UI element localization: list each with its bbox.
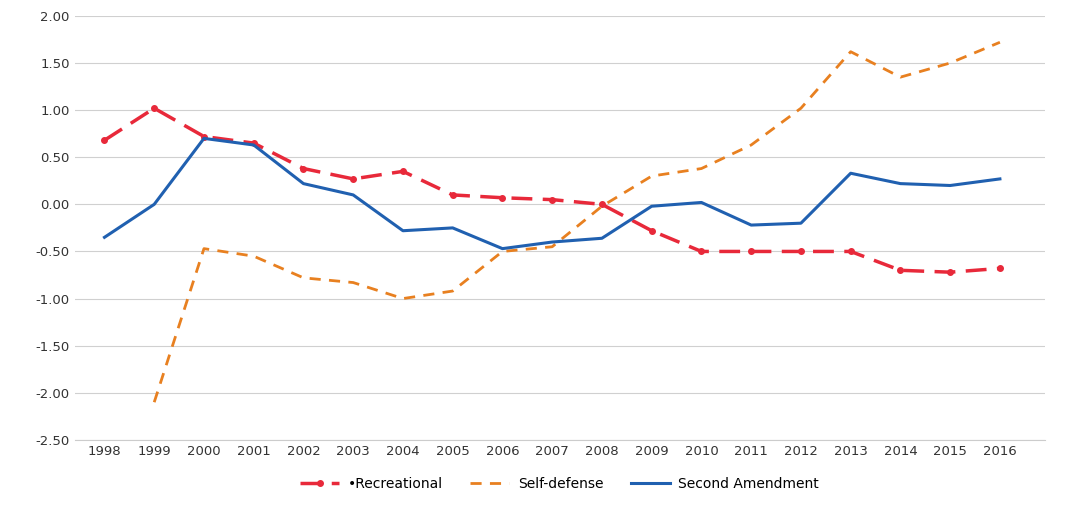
•Recreational bbox=[297, 165, 310, 172]
•Recreational bbox=[247, 140, 260, 146]
Self-defense bbox=[943, 60, 956, 66]
Self-defense bbox=[197, 245, 210, 252]
Second Amendment bbox=[844, 170, 857, 176]
•Recreational bbox=[943, 269, 956, 276]
•Recreational bbox=[695, 248, 708, 254]
Self-defense bbox=[695, 165, 708, 172]
Self-defense bbox=[745, 142, 758, 148]
Second Amendment bbox=[894, 180, 907, 187]
Legend: •Recreational, Self-defense, Second Amendment: •Recreational, Self-defense, Second Amen… bbox=[295, 472, 824, 497]
Self-defense bbox=[844, 49, 857, 55]
Self-defense bbox=[994, 39, 1006, 46]
•Recreational bbox=[894, 267, 907, 273]
Self-defense bbox=[794, 105, 807, 111]
Self-defense bbox=[894, 74, 907, 81]
Self-defense bbox=[397, 295, 409, 302]
Second Amendment bbox=[197, 135, 210, 142]
Line: Self-defense: Self-defense bbox=[155, 42, 1000, 402]
Second Amendment bbox=[994, 176, 1006, 182]
Self-defense bbox=[346, 279, 359, 286]
Second Amendment bbox=[346, 192, 359, 198]
•Recreational bbox=[794, 248, 807, 254]
•Recreational bbox=[745, 248, 758, 254]
Line: •Recreational: •Recreational bbox=[101, 105, 1003, 275]
Self-defense bbox=[496, 248, 508, 254]
•Recreational bbox=[346, 176, 359, 182]
Self-defense bbox=[645, 173, 658, 179]
Second Amendment bbox=[247, 142, 260, 148]
•Recreational bbox=[844, 248, 857, 254]
•Recreational bbox=[994, 265, 1006, 271]
•Recreational bbox=[98, 137, 111, 144]
Self-defense bbox=[247, 253, 260, 259]
Second Amendment bbox=[447, 225, 459, 231]
Second Amendment bbox=[546, 239, 559, 245]
Second Amendment bbox=[794, 220, 807, 226]
Self-defense bbox=[546, 244, 559, 250]
Self-defense bbox=[148, 399, 161, 405]
Second Amendment bbox=[745, 222, 758, 228]
Second Amendment bbox=[645, 203, 658, 209]
•Recreational bbox=[397, 168, 409, 174]
Second Amendment bbox=[98, 234, 111, 241]
•Recreational bbox=[496, 195, 508, 201]
•Recreational bbox=[596, 201, 609, 208]
Second Amendment bbox=[148, 201, 161, 208]
Second Amendment bbox=[596, 235, 609, 242]
Self-defense bbox=[596, 203, 609, 209]
Second Amendment bbox=[496, 245, 508, 252]
•Recreational bbox=[645, 227, 658, 234]
Second Amendment bbox=[943, 182, 956, 189]
Second Amendment bbox=[695, 199, 708, 206]
•Recreational bbox=[148, 105, 161, 111]
•Recreational bbox=[546, 197, 559, 203]
•Recreational bbox=[447, 192, 459, 198]
•Recreational bbox=[197, 134, 210, 140]
Line: Second Amendment: Second Amendment bbox=[104, 138, 1000, 249]
Self-defense bbox=[297, 275, 310, 281]
Second Amendment bbox=[297, 180, 310, 187]
Second Amendment bbox=[397, 227, 409, 234]
Self-defense bbox=[447, 288, 459, 294]
